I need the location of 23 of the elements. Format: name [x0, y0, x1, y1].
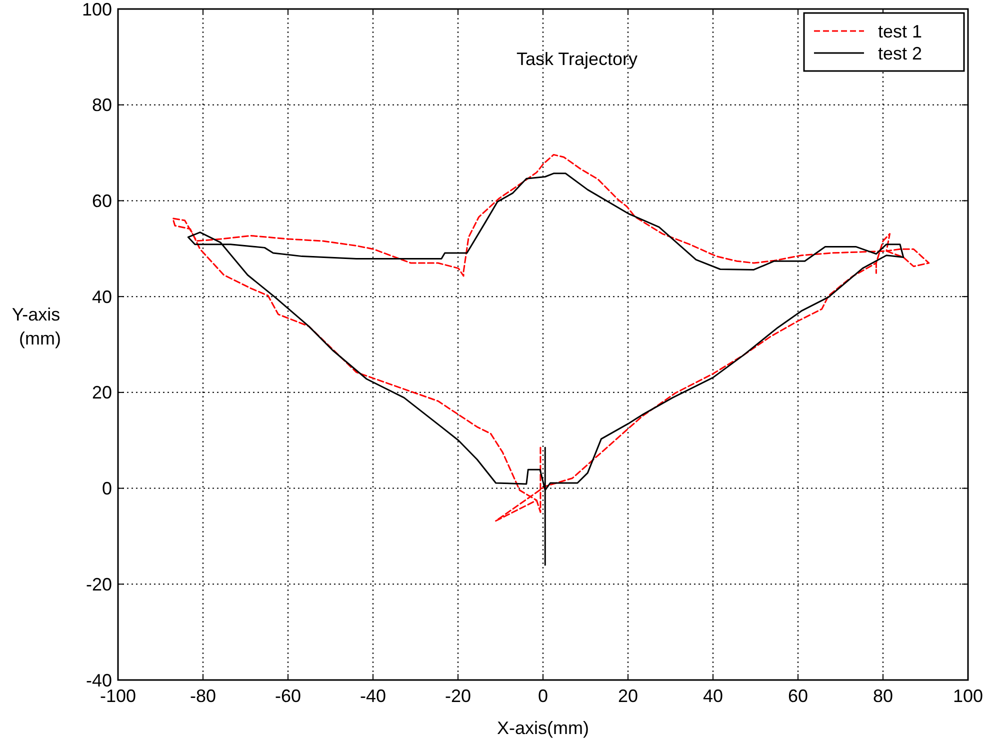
x-tick-label: -20 [444, 686, 472, 706]
y-tick-label: 100 [82, 0, 112, 20]
y-tick-label: -20 [86, 574, 112, 594]
x-tick-label: -80 [190, 686, 216, 706]
x-tick-label: 100 [952, 686, 984, 706]
y-tick-label: 20 [92, 382, 112, 403]
x-tick-label: 20 [618, 686, 638, 706]
y-tick-label: 60 [92, 191, 112, 212]
x-tick-label: -60 [274, 686, 302, 706]
x-axis-title: X-axis(mm) [497, 718, 589, 738]
line-series [172, 154, 930, 522]
x-tick-label: -40 [360, 686, 386, 706]
x-tick-label: 60 [788, 686, 808, 706]
y-tick-label: 40 [92, 286, 112, 307]
y-tick-label: 0 [102, 478, 112, 499]
x-tick-label: 80 [872, 686, 894, 706]
y-axis-title: Y-axis (mm) [12, 304, 61, 348]
x-tick-label: 0 [538, 686, 548, 706]
x-tick-label: 40 [702, 686, 724, 706]
y-tick-label: 80 [92, 95, 112, 116]
legend-label: test 1 [878, 21, 922, 42]
text: Task Trajectory [516, 49, 638, 69]
legend-label: test 2 [878, 43, 922, 64]
